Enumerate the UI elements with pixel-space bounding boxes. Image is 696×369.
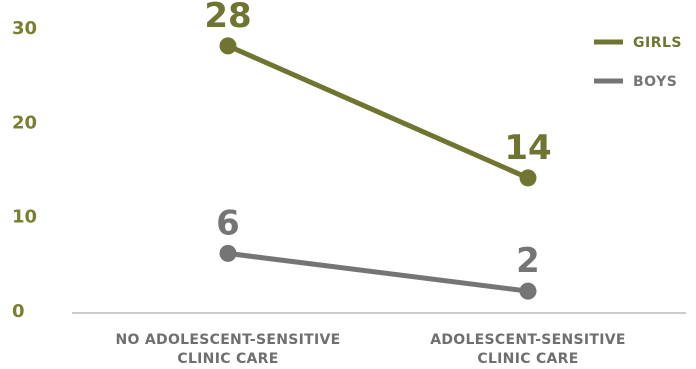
data-point-girls-0 — [219, 37, 237, 55]
x-tick-label-line: NO ADOLESCENT-SENSITIVE — [116, 332, 341, 348]
series-girls: 28 14 — [204, 0, 552, 187]
y-tick-label-20: 20 — [12, 112, 37, 133]
y-axis: 0 10 20 30 — [12, 18, 37, 322]
legend-label-girls: GIRLS — [633, 35, 682, 51]
legend: GIRLS BOYS — [594, 35, 682, 90]
legend-item-boys: BOYS — [594, 74, 677, 90]
series-boys: 62 — [216, 203, 540, 300]
data-point-boys-0 — [219, 244, 237, 262]
x-tick-label-line: ADOLESCENT-SENSITIVE — [430, 332, 626, 348]
x-tick-label-line: CLINIC CARE — [177, 351, 278, 367]
series-line-girls — [225, 43, 531, 181]
data-label-girls-0: 28 — [204, 0, 251, 36]
y-tick-label-10: 10 — [12, 207, 37, 228]
y-tick-label-0: 0 — [12, 301, 25, 322]
y-tick-label-30: 30 — [12, 18, 37, 39]
data-label-boys-0: 6 — [216, 203, 240, 243]
data-label-boys-1: 2 — [516, 241, 540, 281]
data-point-girls-1 — [519, 169, 537, 187]
data-label-girls-1: 14 — [504, 128, 551, 168]
legend-label-boys: BOYS — [633, 74, 677, 90]
data-point-boys-1 — [519, 282, 537, 300]
x-tick-label-1: ADOLESCENT-SENSITIVE CLINIC CARE — [430, 332, 626, 367]
x-tick-label-0: NO ADOLESCENT-SENSITIVE CLINIC CARE — [116, 332, 341, 367]
legend-item-girls: GIRLS — [594, 35, 682, 51]
x-tick-label-line: CLINIC CARE — [477, 351, 578, 367]
series-line-boys — [225, 250, 531, 294]
